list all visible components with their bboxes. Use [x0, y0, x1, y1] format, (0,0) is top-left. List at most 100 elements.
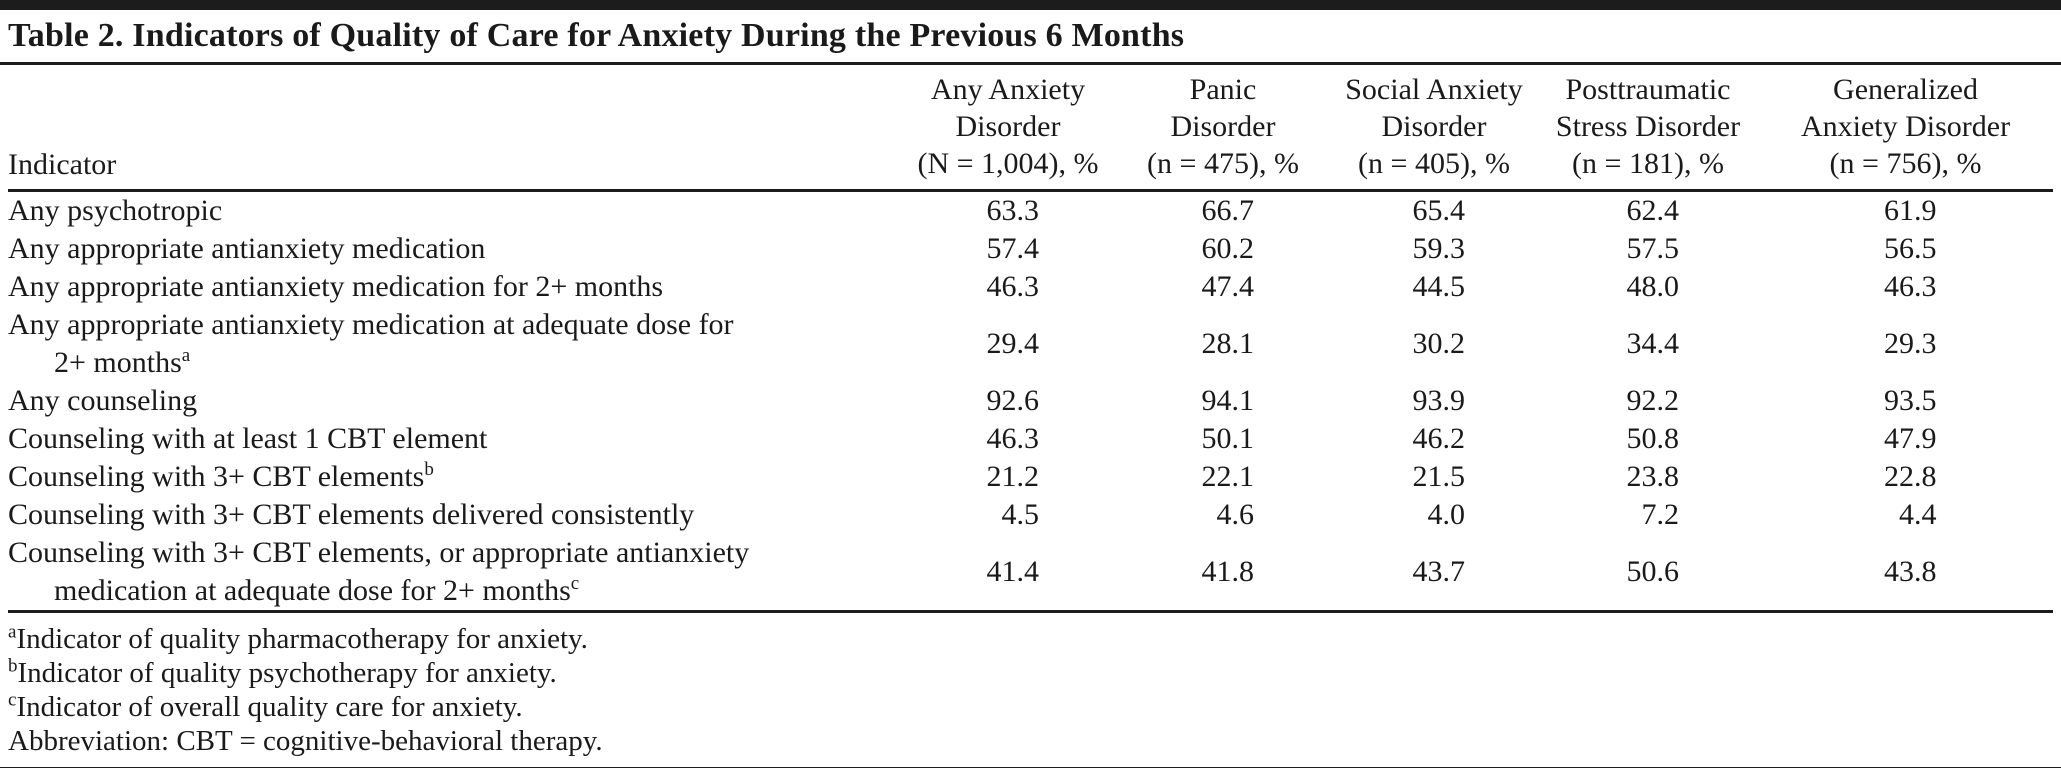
value-cell: 61.9: [1884, 194, 1937, 227]
indicator-label: Any appropriate antianxiety medication a…: [8, 308, 734, 341]
column-header-indicator: Indicator: [8, 148, 117, 181]
footnote-marker: c: [570, 573, 580, 594]
indicator-cell: Any appropriate antianxiety medication f…: [8, 268, 900, 306]
quality-of-care-table: Indicator Any Anxiety Disorder (N = 1,00…: [8, 65, 2053, 613]
value-cell: 56.5: [1884, 232, 1937, 265]
header-line: Disorder: [955, 110, 1061, 143]
value-cell: 41.4: [986, 555, 1040, 588]
header-line: Anxiety Disorder: [1800, 110, 2011, 143]
table-row: Counseling with 3+ CBT elements, or appr…: [8, 534, 2053, 612]
value-cell: 62.4: [1626, 194, 1680, 227]
column-header-any-anxiety-disorder: Any Anxiety Disorder (N = 1,004), %: [900, 65, 1116, 191]
value-cell: 47.4: [1201, 270, 1255, 303]
value-cell: 28.1: [1201, 327, 1255, 360]
footnote-abbreviation: Abbreviation: CBT = cognitive-behavioral…: [8, 725, 603, 757]
value-cell: 94.1: [1201, 384, 1255, 417]
value-cell: 92.2: [1626, 384, 1680, 417]
value-cell: 21.2: [986, 460, 1040, 493]
footnote-b: bIndicator of quality psychotherapy for …: [8, 655, 557, 689]
value-cell: 50.6: [1626, 555, 1680, 588]
value-cell: 22.8: [1884, 460, 1937, 493]
column-header-panic-disorder: Panic Disorder (n = 475), %: [1116, 65, 1330, 191]
value-cell: 23.8: [1626, 460, 1680, 493]
indicator-label-line2: 2+ monthsa: [54, 345, 191, 379]
indicator-label: Any appropriate antianxiety medication: [8, 232, 486, 265]
value-cell: 29.3: [1884, 327, 1937, 360]
indicator-cell: Any counseling: [8, 382, 900, 420]
indicator-label: Counseling with 3+ CBT elements: [8, 460, 425, 493]
footnote-marker: b: [424, 459, 434, 480]
value-cell: 66.7: [1201, 194, 1255, 227]
table-row: Any appropriate antianxiety medication 5…: [8, 230, 2053, 268]
footnote-marker: c: [8, 689, 17, 711]
footnote-marker: a: [8, 621, 17, 643]
indicator-label: Any counseling: [8, 384, 198, 417]
value-cell: 4.6: [1216, 498, 1255, 531]
value-cell: 7.2: [1641, 498, 1680, 531]
footnote-c: cIndicator of overall quality care for a…: [8, 689, 523, 723]
value-cell: 65.4: [1412, 194, 1466, 227]
value-cell: 4.5: [1001, 498, 1040, 531]
value-cell: 22.1: [1201, 460, 1255, 493]
table-top-rule: [0, 0, 2061, 10]
value-cell: 60.2: [1201, 232, 1255, 265]
header-line: Disorder: [1381, 110, 1487, 143]
header-sample-size: (n = 756), %: [1829, 147, 1982, 180]
header-line: Stress Disorder: [1555, 110, 1741, 143]
value-cell: 4.0: [1427, 498, 1466, 531]
header-line: Posttraumatic: [1565, 73, 1731, 106]
table-row: Any counseling 92.6 94.1 93.9 92.2 93.5: [8, 382, 2053, 420]
value-cell: 41.8: [1201, 555, 1255, 588]
value-cell: 43.7: [1412, 555, 1466, 588]
value-cell: 21.5: [1412, 460, 1466, 493]
indicator-label: Counseling with at least 1 CBT element: [8, 422, 488, 455]
footnote-marker: b: [8, 655, 18, 677]
indicator-cell: Counseling with 3+ CBT elements delivere…: [8, 496, 900, 534]
indicator-label: Any psychotropic: [8, 194, 223, 227]
value-cell: 63.3: [986, 194, 1040, 227]
indicator-cell: Counseling with 3+ CBT elementsb: [8, 458, 900, 496]
value-cell: 46.3: [986, 270, 1040, 303]
value-cell: 46.3: [986, 422, 1040, 455]
indicator-label: Counseling with 3+ CBT elements, or appr…: [8, 536, 750, 569]
value-cell: 43.8: [1884, 555, 1937, 588]
table-row: Counseling with at least 1 CBT element 4…: [8, 420, 2053, 458]
header-line: Disorder: [1170, 110, 1276, 143]
value-cell: 93.5: [1884, 384, 1937, 417]
header-line: Any Anxiety: [930, 73, 1086, 106]
value-cell: 29.4: [986, 327, 1040, 360]
value-cell: 59.3: [1412, 232, 1466, 265]
indicator-label: Counseling with 3+ CBT elements delivere…: [8, 498, 695, 531]
value-cell: 93.9: [1412, 384, 1466, 417]
indicator-label-line2: medication at adequate dose for 2+ month…: [54, 573, 580, 607]
value-cell: 46.2: [1412, 422, 1466, 455]
table-row: Any psychotropic 63.3 66.7 65.4 62.4 61.…: [8, 191, 2053, 231]
header-row: Indicator Any Anxiety Disorder (N = 1,00…: [8, 65, 2053, 191]
table-row: Counseling with 3+ CBT elements delivere…: [8, 496, 2053, 534]
column-header-social-anxiety-disorder: Social Anxiety Disorder (n = 405), %: [1330, 65, 1538, 191]
table-title: Table 2. Indicators of Quality of Care f…: [8, 17, 1185, 54]
header-sample-size: (N = 1,004), %: [917, 147, 1099, 180]
value-cell: 48.0: [1626, 270, 1680, 303]
column-header-posttraumatic-stress-disorder: Posttraumatic Stress Disorder (n = 181),…: [1538, 65, 1758, 191]
header-sample-size: (n = 405), %: [1358, 147, 1510, 180]
value-cell: 57.5: [1626, 232, 1680, 265]
header-line: Social Anxiety: [1345, 73, 1523, 106]
value-cell: 50.1: [1201, 422, 1255, 455]
indicator-label: Any appropriate antianxiety medication f…: [8, 270, 664, 303]
indicator-cell: Any psychotropic: [8, 191, 900, 231]
value-cell: 47.9: [1884, 422, 1937, 455]
header-line: Panic: [1189, 73, 1257, 106]
table-row: Counseling with 3+ CBT elementsb 21.2 22…: [8, 458, 2053, 496]
header-sample-size: (n = 181), %: [1572, 147, 1724, 180]
indicator-cell: Any appropriate antianxiety medication a…: [8, 306, 900, 382]
value-cell: 50.8: [1626, 422, 1680, 455]
table-footnotes: aIndicator of quality pharmacotherapy fo…: [0, 613, 2061, 763]
value-cell: 57.4: [986, 232, 1040, 265]
title-rule: [0, 62, 2061, 65]
table-row: Any appropriate antianxiety medication f…: [8, 268, 2053, 306]
indicator-cell: Any appropriate antianxiety medication: [8, 230, 900, 268]
header-sample-size: (n = 475), %: [1147, 147, 1299, 180]
footnote-marker: a: [181, 345, 191, 366]
